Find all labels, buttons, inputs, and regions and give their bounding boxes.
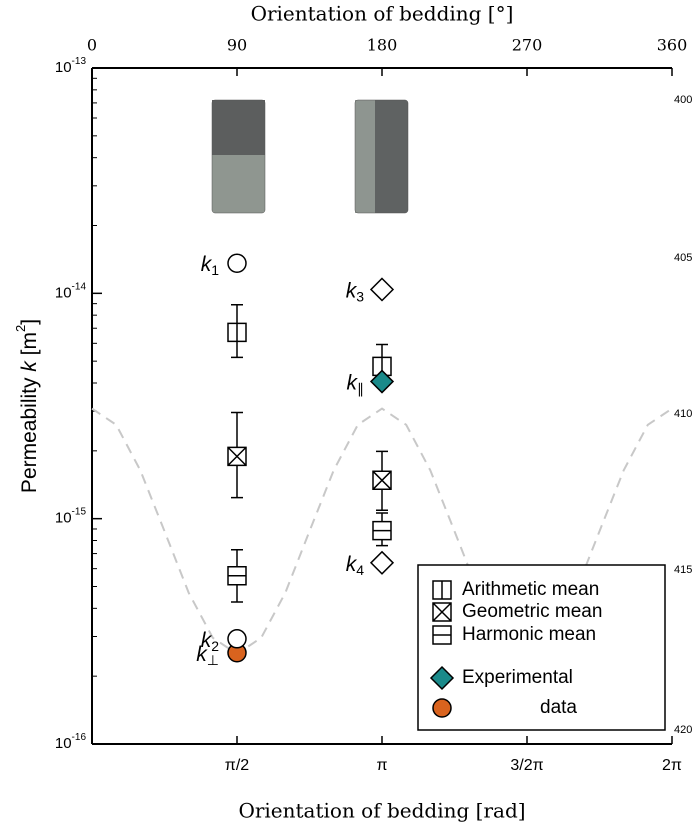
- legend-box: [417, 564, 666, 731]
- point: [227, 629, 247, 649]
- annotation: k4: [346, 552, 365, 577]
- legend-marker: [432, 698, 452, 718]
- core-image: [354, 99, 409, 214]
- annotation-subscript: 3: [356, 288, 364, 304]
- point: [369, 550, 395, 575]
- legend-marker: [432, 625, 452, 645]
- annotation-symbol: k: [201, 253, 213, 276]
- legend-marker: [432, 602, 452, 622]
- y-tick-exponent: -13: [72, 56, 87, 67]
- y-tick-label: 10-15: [55, 506, 87, 526]
- legend-label: Arithmetic mean: [462, 579, 599, 600]
- x-tick-label: 270: [512, 36, 543, 55]
- annotation: k2: [201, 628, 220, 653]
- annotation-subscript: 2: [211, 638, 219, 654]
- x2-tick-label: π: [376, 757, 387, 774]
- point: [369, 277, 395, 302]
- annotation-symbol: k: [196, 642, 208, 665]
- annotation: k1: [201, 253, 220, 278]
- annotation: k⊥: [196, 642, 219, 667]
- y-tick-label: 10-16: [55, 732, 87, 752]
- y-tick-base: 10: [55, 735, 72, 752]
- legend-marker: [429, 665, 455, 691]
- annotation-symbol: k: [347, 371, 359, 394]
- line-number: 410: [674, 408, 692, 420]
- x-tick-label: 0: [87, 36, 97, 55]
- core-image: [211, 99, 266, 214]
- x-tick-label: 90: [227, 36, 247, 55]
- legend-label: data: [540, 697, 577, 718]
- x2-tick-label: π/2: [225, 757, 249, 774]
- point: [372, 470, 392, 491]
- line-number: 415: [674, 564, 692, 576]
- legend-label: Harmonic mean: [462, 624, 596, 645]
- point: [227, 253, 247, 273]
- y-tick-label: 10-14: [55, 281, 87, 301]
- point: [227, 322, 247, 343]
- y-tick-base: 10: [55, 59, 72, 76]
- line-number: 405: [674, 252, 692, 264]
- annotation: k∥: [347, 371, 365, 396]
- annotation-symbol: k: [346, 552, 358, 575]
- annotation: k3: [346, 279, 365, 304]
- y-tick-label: 10-13: [55, 56, 87, 76]
- annotation-subscript: ∥: [357, 380, 364, 396]
- y-tick-exponent: -14: [72, 281, 87, 292]
- point: [372, 520, 392, 541]
- y-tick-base: 10: [55, 284, 72, 301]
- x2-tick-label: 2π: [662, 757, 682, 774]
- annotation-subscript: 1: [211, 262, 219, 278]
- y-tick-base: 10: [55, 510, 72, 527]
- legend-marker: [432, 580, 452, 600]
- legend-label: Geometric mean: [462, 601, 602, 622]
- point: [369, 369, 395, 394]
- annotation-subscript: ⊥: [207, 651, 219, 667]
- legend-label: Experimental: [462, 667, 573, 688]
- y-tick-exponent: -15: [72, 506, 87, 517]
- y-axis-title: Permeability k [m2]: [13, 319, 40, 493]
- x-tick-label: 360: [657, 36, 688, 55]
- x-axis-title: Orientation of bedding [rad]: [238, 799, 525, 823]
- x2-tick-label: 3/2π: [510, 757, 543, 774]
- annotation-symbol: k: [346, 279, 358, 302]
- line-number: 400: [674, 94, 692, 106]
- point: [227, 566, 247, 586]
- chart-title: Orientation of bedding [°]: [251, 2, 514, 26]
- line-number: 420: [674, 724, 692, 736]
- annotation-symbol: k: [201, 628, 213, 651]
- annotation-subscript: 4: [356, 562, 364, 578]
- point: [227, 446, 247, 467]
- x-tick-label: 180: [367, 36, 398, 55]
- y-tick-exponent: -16: [72, 732, 87, 743]
